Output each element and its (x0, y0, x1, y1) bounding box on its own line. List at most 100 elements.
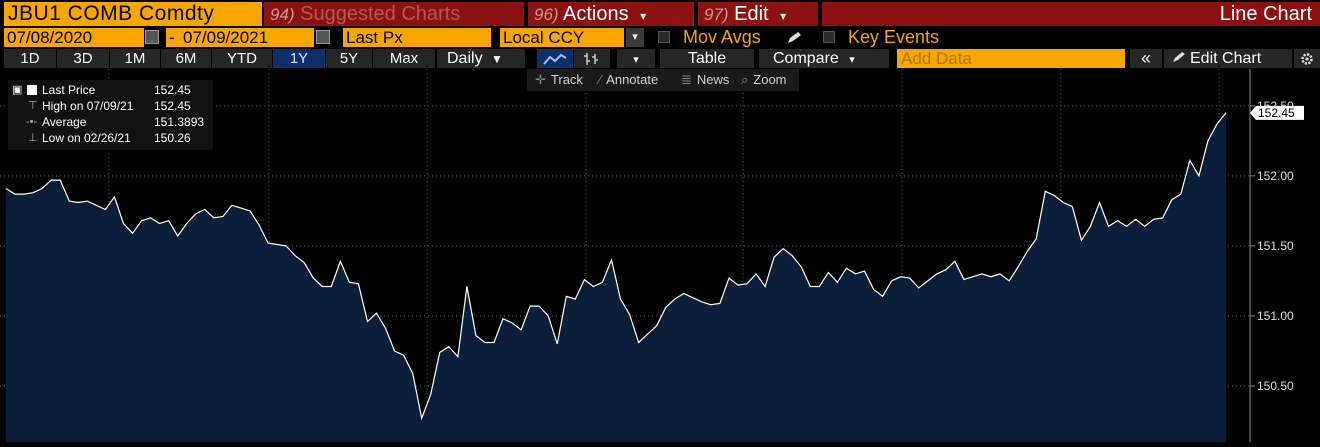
actions-menu-button[interactable]: 96) Actions ▾ (528, 2, 694, 26)
actions-number: 96) (534, 5, 559, 24)
y-tick-label: 151.00 (1257, 309, 1294, 323)
actions-label: Actions (563, 3, 629, 25)
compare-label: Compare (773, 50, 839, 67)
annotate-icon: ∕ (599, 72, 602, 87)
title-bar (822, 2, 1320, 26)
view-title: Line Chart (1219, 3, 1312, 25)
period-toolbar: 1D 3D 1M 6M YTD 1Y 5Y Max Daily ▼ ▾ Tabl… (0, 48, 1320, 69)
chart-type-dropdown[interactable]: ▾ (617, 49, 655, 68)
compare-dropdown[interactable]: Compare ▾ (759, 49, 889, 68)
magnifier-icon: ⌕ (741, 72, 749, 87)
y-tick-label: 150.50 (1257, 379, 1294, 393)
track-label: Track (550, 72, 583, 87)
edit-number: 97) (704, 5, 729, 24)
start-calendar-icon[interactable] (145, 30, 159, 44)
settings-gear-button[interactable] (1294, 49, 1320, 68)
legend-label: High on 07/09/21 (42, 99, 134, 113)
suggested-charts-number: 94) (270, 5, 295, 24)
compare-dropdown-icon: ▾ (849, 54, 855, 66)
end-calendar-icon[interactable] (316, 30, 330, 44)
legend-row-last-price[interactable]: ▣ Last Price 152.45 (8, 82, 213, 98)
collapse-panel-button[interactable]: « (1130, 49, 1162, 68)
period-max[interactable]: Max (373, 49, 435, 68)
last-value-marker (1250, 105, 1304, 120)
start-date-field[interactable]: 07/08/2020 (4, 28, 144, 47)
mov-avgs-label: Mov Avgs (683, 27, 761, 47)
news-label: News (696, 72, 730, 87)
actions-dropdown-icon: ▾ (640, 9, 647, 23)
legend-row-high: ⊤ High on 07/09/21 152.45 (8, 98, 213, 114)
y-tick-label: 151.50 (1257, 239, 1294, 253)
header-bar: JBU1 COMB Comdty 94) Suggested Charts 96… (0, 0, 1320, 27)
key-events-checkbox[interactable] (823, 31, 835, 43)
chart-legend: ▣ Last Price 152.45 ⊤ High on 07/09/21 1… (8, 80, 213, 150)
legend-label: Last Price (42, 83, 96, 97)
edit-label: Edit (734, 3, 769, 25)
legend-row-low: ⊥ Low on 02/26/21 150.26 (8, 130, 213, 146)
annotate-label: Annotate (606, 72, 659, 87)
legend-value: 150.26 (154, 131, 191, 145)
series-swatch-icon (27, 85, 37, 95)
legend-value: 152.45 (154, 99, 191, 113)
annotate-tool[interactable]: ∕ Annotate (599, 69, 658, 91)
news-icon: ≣ (681, 72, 692, 87)
legend-value: 151.3893 (154, 115, 205, 129)
chart-area[interactable]: 150.50 151.00 151.50 152.00 152.50 152.45 (0, 69, 1320, 443)
ticker-field[interactable]: JBU1 COMB Comdty (4, 2, 262, 26)
add-data-input[interactable]: Add Data (897, 49, 1125, 68)
field-selector[interactable]: Last Px (343, 28, 491, 47)
legend-row-average: -•- Average 151.3893 (8, 114, 213, 130)
zoom-tool[interactable]: ⌕ Zoom (741, 69, 787, 91)
legend-label: Low on 02/26/21 (42, 131, 131, 145)
period-ytd[interactable]: YTD (212, 49, 272, 68)
period-1m[interactable]: 1M (110, 49, 160, 68)
price-area-fill (6, 112, 1226, 443)
edit-dropdown-icon: ▾ (780, 9, 787, 23)
line-chart-icon (543, 53, 567, 65)
period-3d[interactable]: 3D (57, 49, 109, 68)
legend-value: 152.45 (154, 83, 191, 97)
table-button[interactable]: Table (660, 49, 754, 68)
average-marker-icon: -•- (26, 116, 38, 128)
period-1y[interactable]: 1Y (273, 49, 325, 68)
edit-chart-label: Edit Chart (1190, 50, 1262, 67)
edit-menu-button[interactable]: 97) Edit ▾ (698, 2, 818, 26)
crosshair-icon: ✛ (535, 72, 546, 87)
y-tick-label: 152.00 (1257, 169, 1294, 183)
period-1d[interactable]: 1D (4, 49, 56, 68)
edit-pencil-icon (1173, 52, 1185, 62)
period-5y[interactable]: 5Y (326, 49, 372, 68)
period-6m[interactable]: 6M (161, 49, 211, 68)
last-value-label: 152.45 (1258, 106, 1295, 120)
suggested-charts-label: Suggested Charts (300, 3, 461, 25)
low-marker-icon: ⊥ (28, 132, 38, 144)
settings-bar: 07/08/2020 - 07/09/2021 Last Px Local CC… (0, 27, 1320, 48)
zoom-label: Zoom (753, 72, 787, 87)
date-separator: - (166, 28, 180, 47)
frequency-dropdown[interactable]: Daily ▼ (437, 49, 525, 68)
edit-chart-button[interactable]: Edit Chart (1164, 49, 1292, 68)
end-date-field[interactable]: 07/09/2021 (180, 28, 314, 47)
chart-tool-strip: ✛ Track ∕ Annotate ≣ News ⌕ Zoom (527, 69, 799, 91)
ohlc-bar-icon (584, 53, 598, 65)
bar-chart-type-button[interactable] (574, 49, 610, 68)
currency-dropdown-icon[interactable]: ▾ (626, 28, 644, 47)
frequency-label: Daily (447, 50, 483, 67)
mov-avgs-checkbox[interactable] (658, 31, 670, 43)
suggested-charts-button[interactable]: 94) Suggested Charts (264, 2, 524, 26)
frequency-arrow-icon: ▼ (491, 52, 503, 66)
key-events-label: Key Events (848, 27, 940, 47)
chart-type-dropdown-icon: ▾ (633, 54, 639, 66)
collapse-square-icon: ▣ (12, 84, 23, 96)
news-tool[interactable]: ≣ News (681, 69, 729, 91)
price-line (5, 112, 1227, 421)
currency-selector[interactable]: Local CCY (500, 28, 624, 47)
pencil-icon[interactable] (786, 31, 804, 45)
legend-label: Average (42, 115, 87, 129)
gear-icon (1301, 53, 1313, 65)
line-chart-type-button[interactable] (537, 49, 573, 68)
high-marker-icon: ⊤ (28, 100, 38, 112)
track-tool[interactable]: ✛ Track (535, 69, 583, 91)
